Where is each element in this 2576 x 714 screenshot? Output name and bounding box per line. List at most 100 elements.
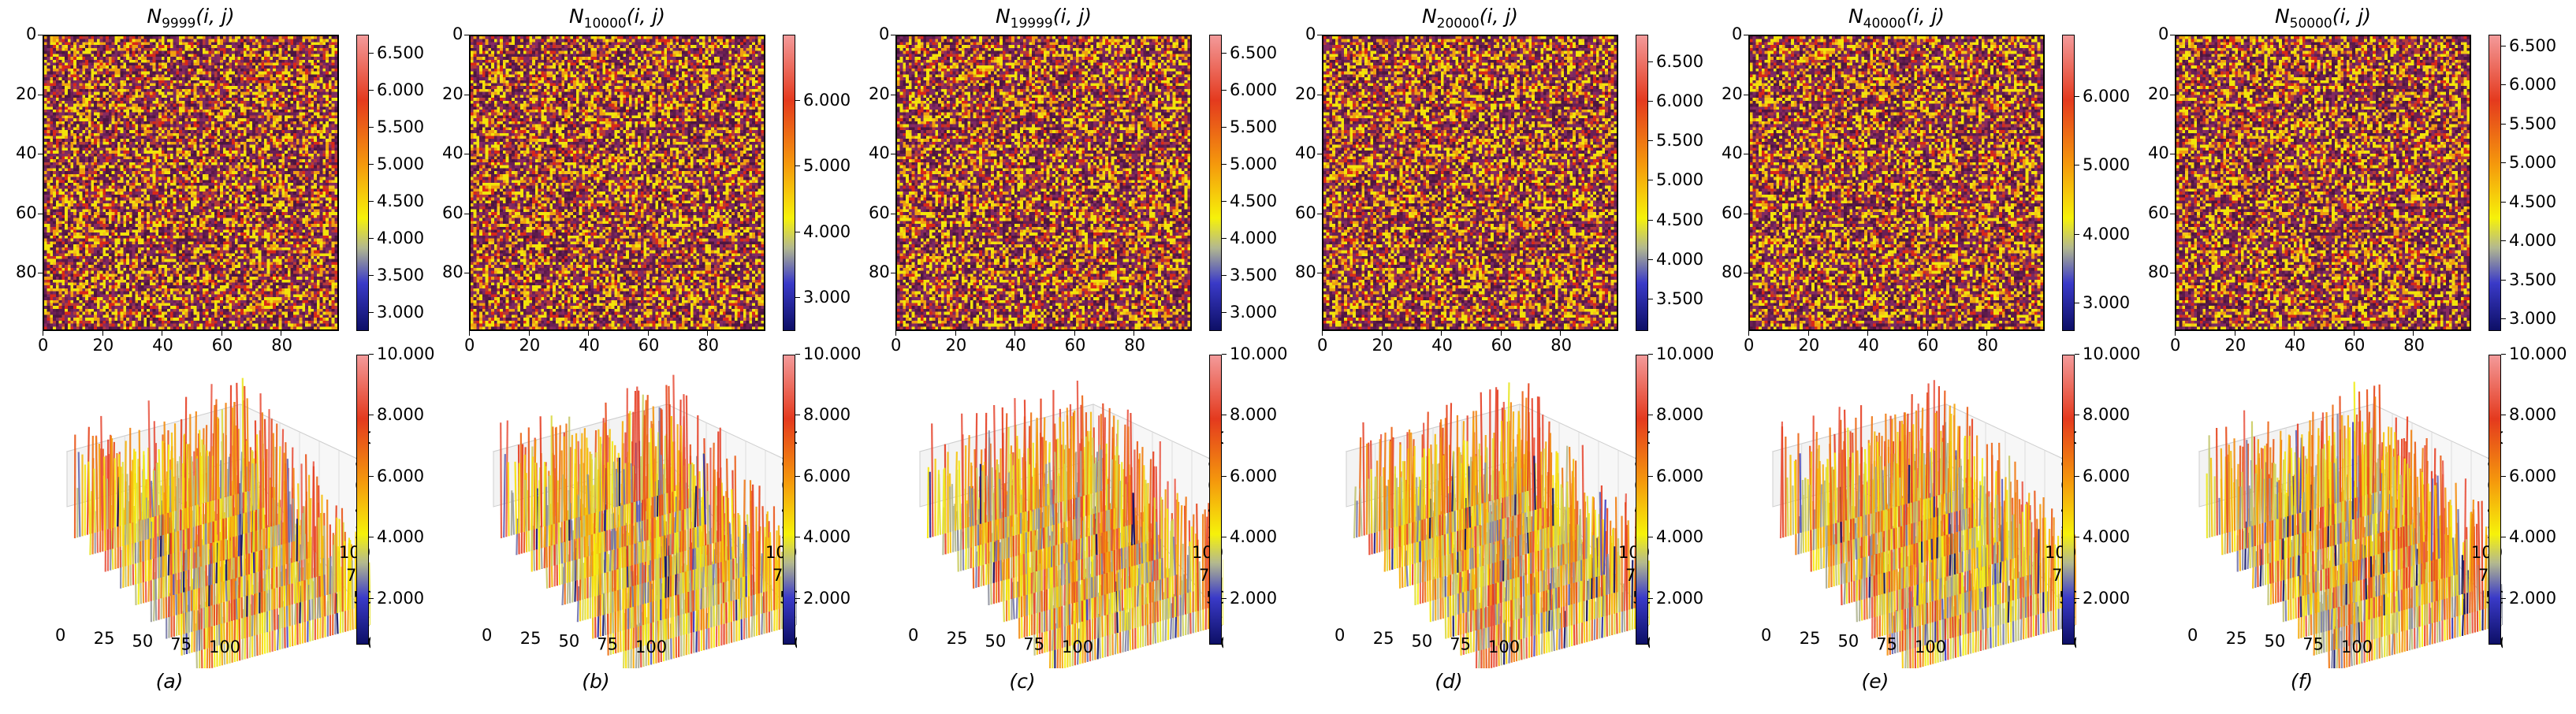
surface-colorbar-tick-label: 8.000 bbox=[2509, 405, 2557, 425]
surface-spike bbox=[1897, 571, 1900, 632]
heatmap-colorbar-ticks: 3.000 4.000 5.000 6.000 bbox=[2075, 35, 2138, 331]
heatmap-colorbar-tick: 6.500 bbox=[1648, 52, 1703, 71]
surface-spike bbox=[2018, 523, 2022, 578]
heatmap-colorbar-tick: 4.500 bbox=[369, 192, 424, 210]
surface-spike bbox=[1569, 447, 1573, 542]
surface-colorbar-tick: 4.000 bbox=[1648, 527, 1703, 546]
surface-spike bbox=[1494, 387, 1498, 500]
surface-spike bbox=[240, 452, 244, 493]
surface-colorbar-ticks: 2.000 4.000 6.000 8.000 10.000 bbox=[2075, 344, 2140, 645]
heatmap-colorbar-tick-label: 3.000 bbox=[2509, 309, 2557, 329]
surface-spike bbox=[1533, 456, 1536, 510]
surface-spike bbox=[569, 503, 573, 541]
surface-x-tick: 50 bbox=[985, 632, 1007, 651]
surface-spike bbox=[1198, 561, 1202, 611]
heatmap-colorbar-tick: 3.000 bbox=[2501, 309, 2556, 328]
heatmap-x-tick-mark bbox=[1322, 331, 1323, 336]
surface-spike bbox=[2448, 500, 2451, 577]
surface-spike bbox=[2486, 553, 2489, 608]
surface-spike bbox=[512, 493, 516, 535]
surface-spike bbox=[699, 496, 703, 568]
surface-spike bbox=[1007, 472, 1010, 517]
surface-spike bbox=[2208, 435, 2211, 538]
heatmap-grid bbox=[2175, 35, 2471, 331]
surface-spike bbox=[338, 519, 341, 592]
heatmap-colorbar-tick: 4.000 bbox=[2501, 231, 2556, 250]
surface-spike bbox=[1519, 440, 1523, 535]
surface-spike bbox=[240, 493, 244, 535]
chart-panel: N9999(i, j) 0 0 20 20 40 40 60 60 80 80 3.000 3.500 4… bbox=[0, 0, 434, 714]
surface-spike bbox=[599, 437, 603, 511]
surface-spike bbox=[1940, 441, 1943, 495]
surface-spike bbox=[524, 479, 527, 532]
surface-spike bbox=[1151, 544, 1155, 582]
surface-spike bbox=[1154, 554, 1158, 602]
surface-spike bbox=[276, 614, 280, 651]
surface-spike bbox=[2295, 430, 2299, 514]
surface-spike bbox=[1915, 488, 1919, 544]
heatmap-x-tick-mark bbox=[1014, 331, 1016, 336]
surface-spike bbox=[2260, 448, 2264, 545]
surface-x-tick: 0 bbox=[1335, 626, 1345, 645]
surface-spike bbox=[2363, 582, 2367, 621]
surface-spike bbox=[2425, 437, 2428, 541]
surface-colorbar-tick: 2.000 bbox=[1648, 589, 1703, 608]
surface-spike bbox=[263, 574, 267, 634]
surface-spike bbox=[1023, 400, 1027, 512]
title-args: (i, j) bbox=[195, 5, 235, 28]
surface-spike bbox=[106, 478, 109, 530]
heatmap-y-tick: 40 bbox=[1722, 143, 1743, 163]
surface-spike bbox=[1800, 504, 1804, 554]
surface-colorbar-tick: 2.000 bbox=[795, 589, 851, 608]
surface-spike bbox=[2307, 582, 2311, 637]
surface-spike bbox=[959, 503, 963, 551]
surface-spike bbox=[1625, 502, 1629, 611]
surface-spike bbox=[646, 395, 649, 499]
surface-spike bbox=[985, 515, 988, 586]
heatmap-y-tick: 0 bbox=[452, 24, 463, 43]
surface-spike bbox=[136, 459, 140, 522]
surface-spike bbox=[300, 463, 303, 582]
surface-spike bbox=[631, 411, 635, 524]
surface-colorbar-tick-label: 8.000 bbox=[2083, 405, 2131, 425]
heatmap-colorbar-tick: 6.000 bbox=[795, 91, 851, 110]
surface-spike bbox=[1799, 453, 1802, 534]
surface-spike bbox=[1610, 529, 1614, 594]
surface-spike bbox=[368, 562, 370, 626]
surface-spike bbox=[1461, 421, 1465, 509]
surface-spike bbox=[267, 409, 270, 527]
surface-spike bbox=[2302, 492, 2306, 533]
surface-spike bbox=[505, 420, 508, 537]
title-subscript: 10000 bbox=[583, 16, 627, 32]
surface-spike bbox=[2372, 385, 2376, 493]
surface-spike bbox=[1531, 398, 1534, 511]
heatmap-grid bbox=[469, 35, 765, 331]
heatmap-x-tick-mark bbox=[955, 331, 956, 336]
surface-spike bbox=[749, 480, 752, 575]
panel-caption: (e) bbox=[1861, 670, 1889, 693]
surface-spike bbox=[1497, 470, 1501, 562]
heatmap-y-tick: 20 bbox=[1295, 84, 1316, 103]
surface-spike bbox=[1018, 448, 1022, 513]
surface-spike bbox=[1416, 505, 1420, 542]
surface-spike bbox=[1172, 537, 1176, 576]
heatmap-colorbar bbox=[1636, 35, 1648, 331]
surface-spike bbox=[2349, 624, 2353, 667]
surface-spike bbox=[1449, 403, 1453, 512]
heatmap-colorbar-tick-label: 4.500 bbox=[1230, 191, 1278, 210]
heatmap-x-tick-mark bbox=[1867, 331, 1869, 336]
heatmap-x-tick: 60 bbox=[211, 336, 233, 355]
surface-spike bbox=[227, 456, 230, 496]
surface-x-tick: 100 bbox=[1915, 638, 1946, 656]
surface-spike bbox=[1196, 504, 1199, 612]
surface-spike bbox=[1102, 403, 1105, 511]
surface-plot: 2.0004.0006.0008.00010.00002550751000255… bbox=[1761, 380, 2076, 668]
heatmap-x-tick: 40 bbox=[2284, 336, 2306, 355]
surface-spike bbox=[1833, 452, 1837, 523]
heatmap-x-tick: 20 bbox=[2224, 336, 2247, 355]
surface-spike bbox=[1126, 612, 1130, 652]
surface-spike bbox=[1561, 487, 1565, 545]
surface-colorbar-tick: 8.000 bbox=[369, 405, 424, 424]
heatmap-y-tick: 20 bbox=[2148, 84, 2169, 103]
surface-colorbar-tick-label: 2.000 bbox=[803, 588, 851, 608]
